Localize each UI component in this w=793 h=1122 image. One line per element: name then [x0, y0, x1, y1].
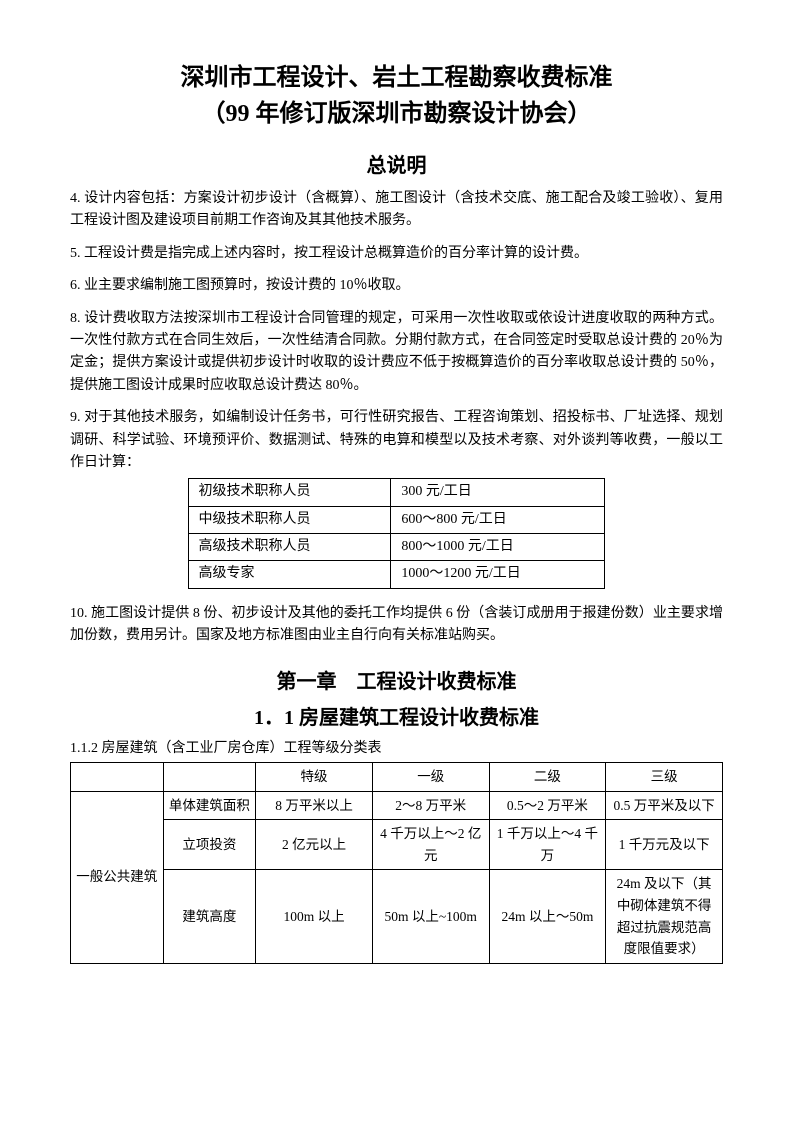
cell: 1 千万元及以下	[606, 820, 723, 870]
rate-role: 高级专家	[188, 561, 391, 588]
table-row: 建筑高度 100m 以上 50m 以上~100m 24m 以上～50m 24m …	[71, 870, 723, 963]
header-blank-0	[71, 763, 164, 792]
document-title: 深圳市工程设计、岩土工程勘察收费标准 （99 年修订版深圳市勘察设计协会）	[70, 60, 723, 132]
section-title: 1．1 房屋建筑工程设计收费标准	[70, 702, 723, 734]
header-blank-1	[163, 763, 256, 792]
paragraph-4: 4. 设计内容包括：方案设计初步设计（含概算）、施工图设计（含技术交底、施工配合…	[70, 188, 723, 233]
cell: 24m 及以下（其中砌体建筑不得超过抗震规范高度限值要求）	[606, 870, 723, 963]
paragraph-8: 8. 设计费收取方法按深圳市工程设计合同管理的规定，可采用一次性收取或依设计进度…	[70, 308, 723, 398]
cell: 50m 以上~100m	[372, 870, 489, 963]
cell: 2～8 万平米	[372, 791, 489, 820]
rate-role: 初级技术职称人员	[188, 479, 391, 506]
attr-label: 立项投资	[163, 820, 256, 870]
header-level-2: 二级	[489, 763, 606, 792]
table-row: 高级技术职称人员 800～1000 元/工日	[188, 534, 605, 561]
paragraph-5: 5. 工程设计费是指完成上述内容时，按工程设计总概算造价的百分率计算的设计费。	[70, 243, 723, 265]
group-label: 一般公共建筑	[71, 791, 164, 963]
rate-value: 600～800 元/工日	[391, 506, 605, 533]
cell: 1 千万以上～4 千万	[489, 820, 606, 870]
cell: 4 千万以上～2 亿元	[372, 820, 489, 870]
rate-value: 800～1000 元/工日	[391, 534, 605, 561]
paragraph-6: 6. 业主要求编制施工图预算时，按设计费的 10％收取。	[70, 275, 723, 297]
rate-table: 初级技术职称人员 300 元/工日 中级技术职称人员 600～800 元/工日 …	[188, 478, 606, 589]
header-level-3: 三级	[606, 763, 723, 792]
rate-value: 1000～1200 元/工日	[391, 561, 605, 588]
cell: 100m 以上	[256, 870, 373, 963]
cell: 2 亿元以上	[256, 820, 373, 870]
header-special: 特级	[256, 763, 373, 792]
paragraph-9: 9. 对于其他技术服务，如编制设计任务书，可行性研究报告、工程咨询策划、招投标书…	[70, 407, 723, 474]
attr-label: 单体建筑面积	[163, 791, 256, 820]
cell: 0.5～2 万平米	[489, 791, 606, 820]
table-row: 一般公共建筑 单体建筑面积 8 万平米以上 2～8 万平米 0.5～2 万平米 …	[71, 791, 723, 820]
classification-table: 特级 一级 二级 三级 一般公共建筑 单体建筑面积 8 万平米以上 2～8 万平…	[70, 762, 723, 964]
table-row: 立项投资 2 亿元以上 4 千万以上～2 亿元 1 千万以上～4 千万 1 千万…	[71, 820, 723, 870]
table-row: 初级技术职称人员 300 元/工日	[188, 479, 605, 506]
cell: 8 万平米以上	[256, 791, 373, 820]
table-header-row: 特级 一级 二级 三级	[71, 763, 723, 792]
general-heading: 总说明	[70, 150, 723, 182]
cell: 24m 以上～50m	[489, 870, 606, 963]
table-row: 中级技术职称人员 600～800 元/工日	[188, 506, 605, 533]
cell: 0.5 万平米及以下	[606, 791, 723, 820]
title-line-2: （99 年修订版深圳市勘察设计协会）	[70, 96, 723, 132]
paragraph-10: 10. 施工图设计提供 8 份、初步设计及其他的委托工作均提供 6 份（含装订成…	[70, 603, 723, 648]
attr-label: 建筑高度	[163, 870, 256, 963]
header-level-1: 一级	[372, 763, 489, 792]
table-row: 高级专家 1000～1200 元/工日	[188, 561, 605, 588]
rate-role: 中级技术职称人员	[188, 506, 391, 533]
class-table-caption: 1.1.2 房屋建筑（含工业厂房仓库）工程等级分类表	[70, 738, 723, 760]
rate-value: 300 元/工日	[391, 479, 605, 506]
chapter-title: 第一章 工程设计收费标准	[70, 666, 723, 698]
rate-role: 高级技术职称人员	[188, 534, 391, 561]
title-line-1: 深圳市工程设计、岩土工程勘察收费标准	[70, 60, 723, 96]
